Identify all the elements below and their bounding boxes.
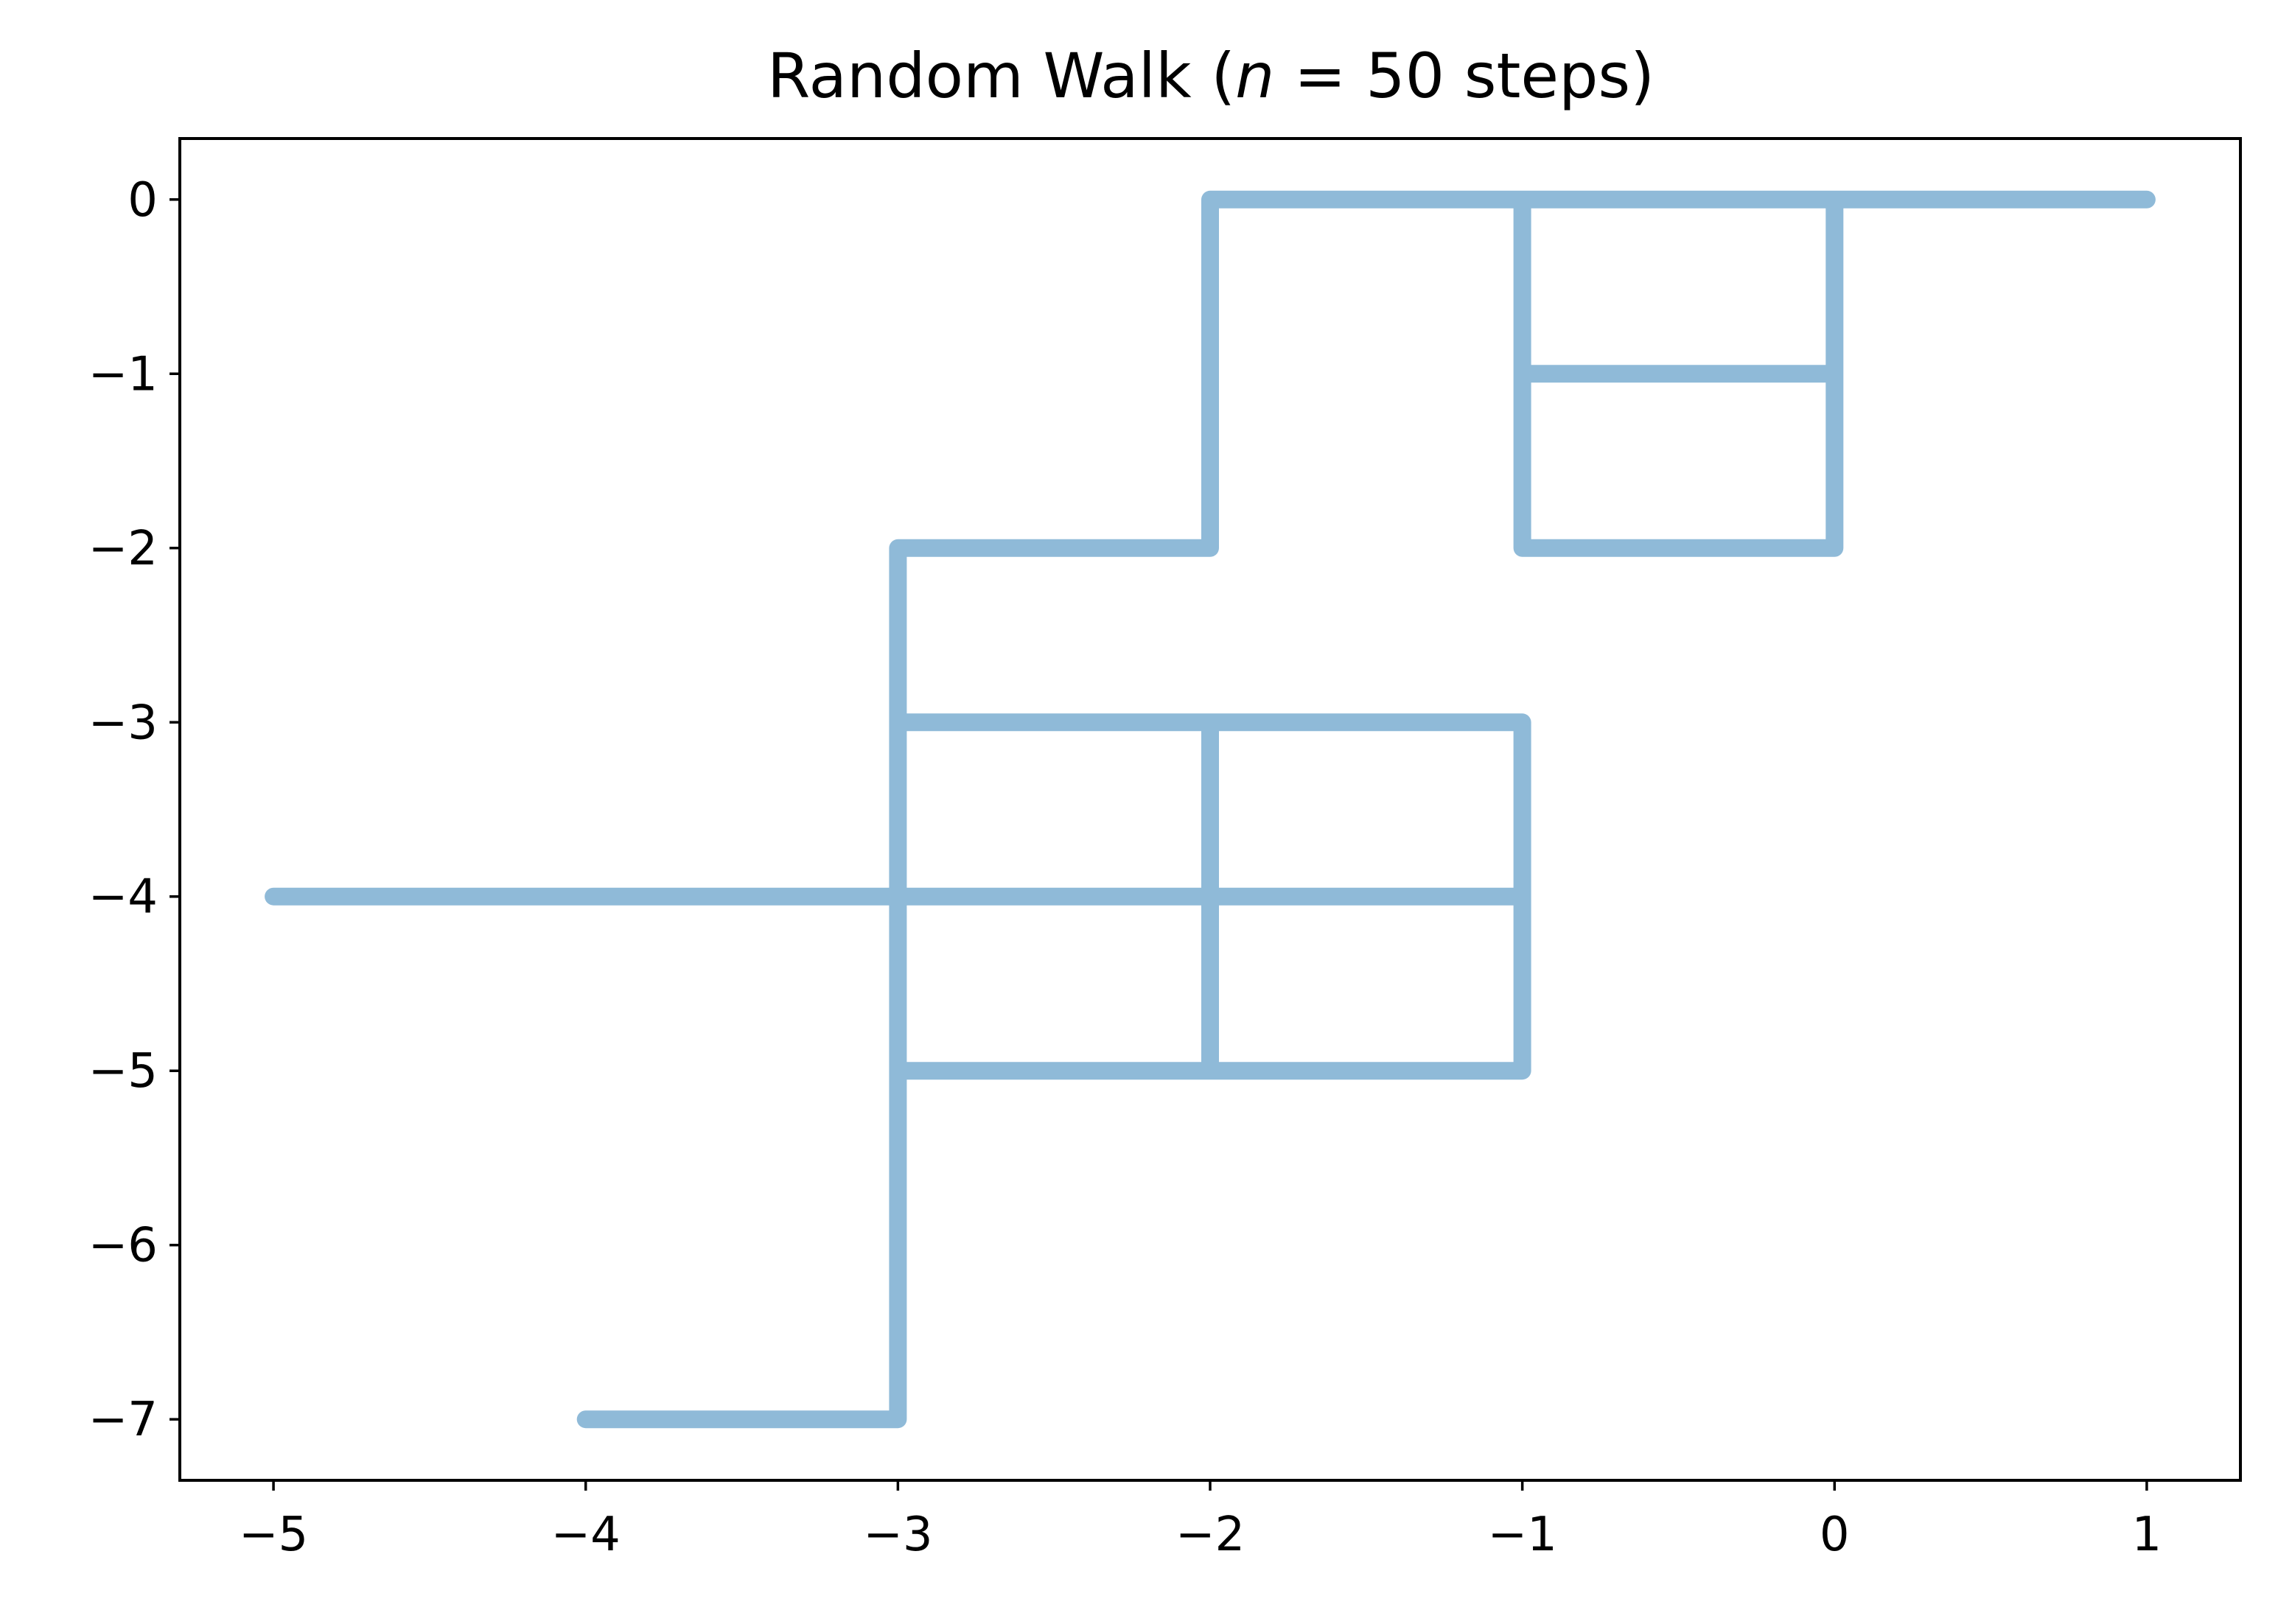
plot-area <box>265 190 2156 1429</box>
x-tick-label: −1 <box>1487 1508 1556 1562</box>
x-tick-label: 0 <box>1820 1508 1850 1562</box>
y-tick-label: −2 <box>88 522 158 576</box>
y-tick-label: −6 <box>88 1219 158 1273</box>
y-axis: 0 −1 −2 −3 −4 −5 −6 −7 <box>88 173 180 1447</box>
x-tick-label: −4 <box>551 1508 621 1562</box>
y-tick-label: −5 <box>88 1044 158 1099</box>
series-line-0 <box>265 190 2156 1429</box>
y-tick-label: −1 <box>88 347 158 402</box>
y-tick-label: −3 <box>88 696 158 750</box>
chart-title: Random Walk (n = 50 steps) <box>767 40 1655 112</box>
x-axis: −5 −4 −3 −2 −1 0 1 <box>239 1480 2162 1562</box>
x-tick-label: −3 <box>863 1508 932 1562</box>
y-tick-label: −4 <box>88 870 158 925</box>
y-tick-label: 0 <box>127 173 158 228</box>
x-tick-label: −2 <box>1175 1508 1245 1562</box>
x-tick-label: −5 <box>239 1508 308 1562</box>
y-tick-label: −7 <box>88 1393 158 1447</box>
x-tick-label: 1 <box>2132 1508 2162 1562</box>
